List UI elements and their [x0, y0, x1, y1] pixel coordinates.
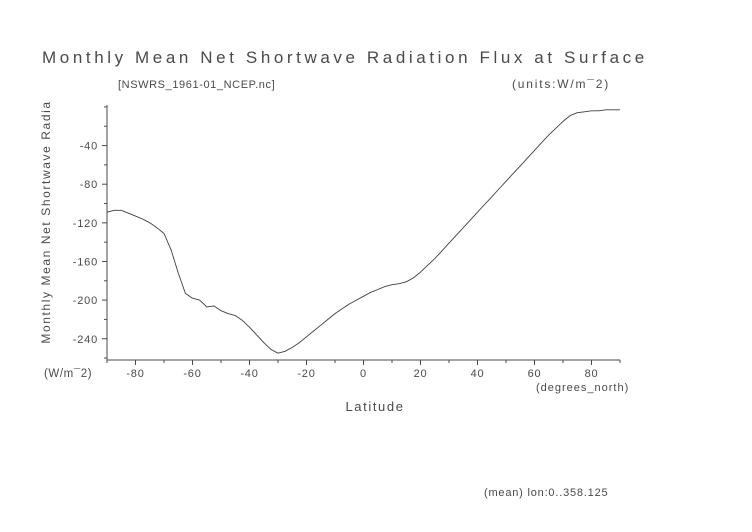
x-tick-label: 20 [414, 368, 428, 380]
x-axis-units-label: (degrees_north) [536, 382, 630, 394]
x-tick-label: 60 [528, 368, 542, 380]
y-axis-units: (W/m¯2) [44, 368, 93, 380]
x-axis-label: Latitude [345, 399, 405, 414]
y-tick-label: -240 [73, 334, 98, 346]
x-tick-label: 40 [471, 368, 485, 380]
y-axis: -240 -200 -160 -120 -80 -40 [73, 106, 107, 359]
x-tick-label: -20 [297, 368, 315, 380]
flux-line [106, 109, 620, 354]
x-tick-label: -60 [183, 368, 201, 380]
x-tick-label: 80 [585, 368, 599, 380]
units-label: (units:W/m¯2) [512, 77, 611, 91]
y-tick-label: -80 [80, 179, 98, 191]
y-tick-label: -200 [73, 295, 98, 307]
x-tick-label: -40 [240, 368, 258, 380]
axis-lines [106, 105, 620, 361]
mean-lon-annotation: (mean) lon:0..358.125 [484, 487, 609, 499]
y-tick-label: -120 [73, 218, 98, 230]
y-axis-title: Monthly Mean Net Shortwave Radia [39, 100, 53, 344]
dataset-filename: [NSWRS_1961-01_NCEP.nc] [118, 79, 276, 91]
chart-title: Monthly Mean Net Shortwave Radiation Flu… [42, 48, 648, 67]
x-tick-label: -80 [126, 368, 144, 380]
x-axis: -80 -60 -40 -20 0 20 40 60 80 [106, 360, 621, 380]
y-tick-label: -160 [73, 256, 98, 268]
x-tick-label: 0 [360, 368, 367, 380]
y-tick-label: -40 [80, 141, 98, 153]
